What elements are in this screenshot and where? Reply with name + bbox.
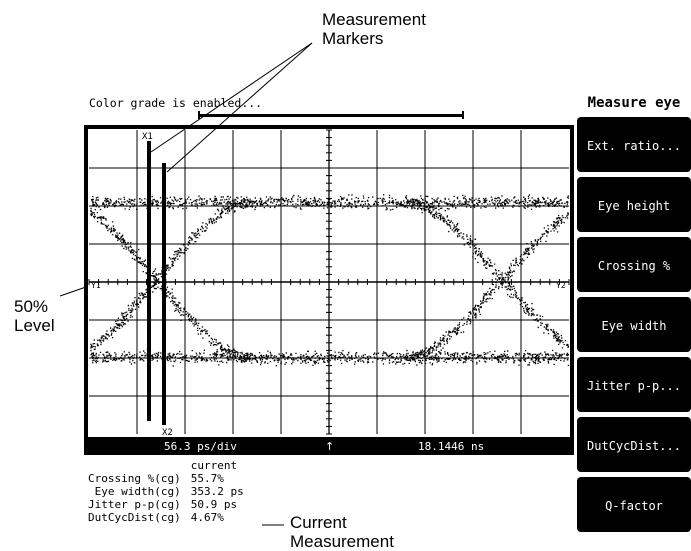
measurement-row: Eye width(cg) 353.2 ps: [94, 485, 244, 498]
measurement-results: current Crossing %(cg) 55.7% Eye width(cg…: [88, 459, 244, 524]
marker-x2[interactable]: [162, 163, 166, 425]
softkey-button[interactable]: Q-factor: [577, 477, 691, 532]
callout-line-1: Measurement: [322, 10, 426, 29]
marker-x2-label: X2: [162, 428, 173, 438]
measurement-row: DutCycDist(cg) 4.67%: [88, 511, 224, 524]
status-progress-bar: [198, 111, 464, 119]
measurement-header: current: [190, 459, 238, 472]
position-readout: 18.1446 ns: [418, 440, 484, 453]
callout-line-2: Measurement: [290, 532, 394, 551]
marker-x1-label: X1: [142, 132, 153, 142]
callout-line-1: Current: [290, 513, 347, 532]
menu-title: Measure eye: [587, 95, 681, 111]
callout-line-2: Markers: [322, 29, 384, 48]
measurement-markers[interactable]: X1 X2: [142, 132, 173, 438]
trigger-icon: ↑: [325, 440, 334, 453]
level-right-label: Y2: [556, 281, 566, 290]
softkey-button[interactable]: DutCycDist...: [577, 417, 691, 472]
measurement-row: Jitter p-p(cg) 50.9 ps: [88, 498, 238, 511]
callout-line-1: 50%: [14, 297, 49, 316]
measurement-markers-callout: Measurement Markers: [322, 10, 426, 48]
leader-line: [59, 286, 87, 297]
marker-x1[interactable]: [147, 141, 151, 421]
oscilloscope-display[interactable]: X1 X2 Y1 Y2 56.3 ps/div ↑ 18.1446 ns: [84, 125, 574, 455]
measurement-row: Crossing %(cg) 55.7%: [88, 472, 224, 485]
softkey-button[interactable]: Jitter p-p...: [577, 357, 691, 412]
current-measurement-callout: Current Measurement: [290, 513, 394, 551]
scope-status-bar: [84, 437, 574, 455]
softkey-button[interactable]: Eye width: [577, 297, 691, 352]
softkey-button[interactable]: Eye height: [577, 177, 691, 232]
softkey-button[interactable]: Crossing %: [577, 237, 691, 292]
level-50-callout: 50% Level: [14, 297, 55, 335]
timebase-readout: 56.3 ps/div: [164, 440, 237, 453]
callout-line-2: Level: [14, 316, 55, 335]
status-message: Color grade is enabled...: [89, 96, 263, 110]
level-left-label: Y1: [91, 281, 101, 290]
softkey-button[interactable]: Ext. ratio...: [577, 117, 691, 172]
